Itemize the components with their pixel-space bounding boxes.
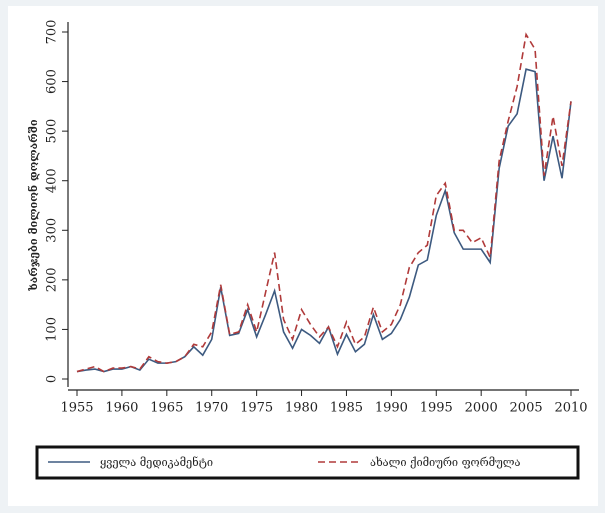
x-tick-label: 1970: [195, 401, 228, 416]
line-series: [76, 32, 572, 373]
x-tick-label: 1965: [150, 401, 183, 416]
y-tick-label: 700: [45, 20, 60, 45]
x-tick-label: 2000: [465, 401, 498, 416]
y-tick-label: 100: [45, 317, 60, 342]
x-tick-label: 2010: [554, 401, 587, 416]
x-tick-label: 2005: [510, 401, 543, 416]
line-series: [76, 68, 572, 373]
y-tick-label: 600: [45, 69, 60, 94]
y-tick-label: 400: [45, 168, 60, 193]
x-tick-label: 1980: [285, 401, 318, 416]
y-tick-label: 0: [45, 375, 60, 383]
legend-box: [35, 445, 580, 480]
x-tick-label: 1955: [60, 401, 93, 416]
chart-background: [8, 6, 598, 506]
y-axis-label: ხარჯები მილიონ დოლარში: [27, 119, 40, 292]
y-tick-label: 200: [45, 267, 60, 292]
y-tick-label: 500: [45, 119, 60, 144]
x-tick-label: 1985: [330, 401, 363, 416]
x-tick-label: 1990: [375, 401, 408, 416]
y-tick-label: 300: [45, 218, 60, 243]
x-tick-label: 1960: [105, 401, 138, 416]
legend-label: ყველა მედიკამენტი: [100, 456, 213, 469]
x-tick-label: 1995: [420, 401, 453, 416]
x-tick-label: 1975: [240, 401, 273, 416]
legend-label: ახალი ქიმიური ფორმულა: [370, 456, 521, 469]
